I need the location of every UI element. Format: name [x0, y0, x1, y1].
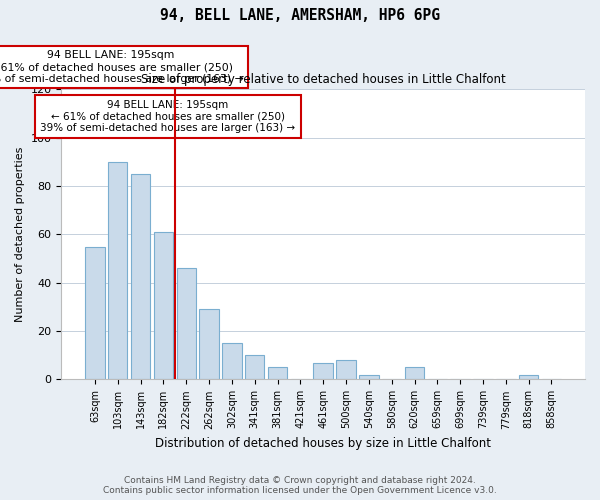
Bar	[337, 360, 356, 380]
Bar	[268, 368, 287, 380]
Bar	[222, 343, 242, 380]
Y-axis label: Number of detached properties: Number of detached properties	[15, 147, 25, 322]
Bar	[108, 162, 127, 380]
Bar	[313, 362, 333, 380]
Bar	[154, 232, 173, 380]
Text: 94 BELL LANE: 195sqm
← 61% of detached houses are smaller (250)
39% of semi-deta: 94 BELL LANE: 195sqm ← 61% of detached h…	[0, 50, 244, 84]
Text: Contains HM Land Registry data © Crown copyright and database right 2024.
Contai: Contains HM Land Registry data © Crown c…	[103, 476, 497, 495]
Bar	[199, 310, 219, 380]
Bar	[131, 174, 150, 380]
Text: 94 BELL LANE: 195sqm
← 61% of detached houses are smaller (250)
39% of semi-deta: 94 BELL LANE: 195sqm ← 61% of detached h…	[40, 100, 296, 133]
X-axis label: Distribution of detached houses by size in Little Chalfont: Distribution of detached houses by size …	[155, 437, 491, 450]
Bar	[359, 374, 379, 380]
Title: Size of property relative to detached houses in Little Chalfont: Size of property relative to detached ho…	[141, 72, 506, 86]
Bar	[519, 374, 538, 380]
Bar	[176, 268, 196, 380]
Text: 94, BELL LANE, AMERSHAM, HP6 6PG: 94, BELL LANE, AMERSHAM, HP6 6PG	[160, 8, 440, 22]
Bar	[405, 368, 424, 380]
Bar	[85, 246, 104, 380]
Bar	[245, 356, 265, 380]
